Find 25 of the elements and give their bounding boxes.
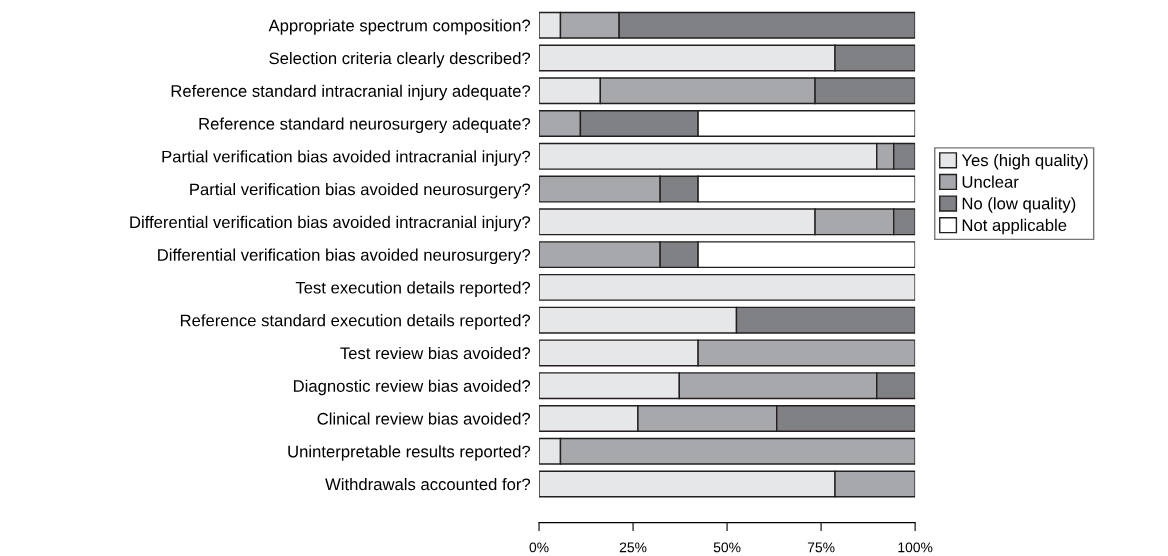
y-tick-label: Reference standard execution details reported? [180,314,531,330]
x-tick-label: 75% [807,542,835,553]
y-tick-label: Selection criteria clearly described? [269,51,531,68]
y-tick-label: Differential verification bias avoided intracranial injury? [130,215,531,232]
y-tick-label: Uninterpretable results reported? [288,445,531,461]
y-tick-label: Partial verification bias avoided neurosurgery? [190,183,531,199]
legend-label: Unclear [962,175,1019,188]
x-tick-label: 50% [713,542,741,553]
y-tick-label: Clinical review bias avoided? [317,412,531,425]
legend-label: Not applicable [962,218,1067,235]
y-tick-label: Diagnostic review bias avoided? [293,379,531,396]
y-tick-label: Withdrawals accounted for? [325,477,531,491]
legend-label: No (low quality) [962,197,1076,213]
y-tick-label: Test execution details reported? [295,281,531,297]
x-tick-label: 25% [619,542,647,553]
x-tick-label: 0% [529,542,549,553]
y-tick-label: Reference standard intracranial injury adequate? [171,84,531,101]
y-tick-label: Reference standard neurosurgery adequate? [199,117,531,134]
y-tick-label: Appropriate spectrum composition? [268,19,531,35]
legend-label: Yes (high quality) [961,153,1088,170]
bar [539,273,916,301]
y-tick-label: Differential verification bias avoided neurosurgery? [158,248,531,265]
x-tick-label: 100% [898,542,933,553]
y-tick-label: Partial verification bias avoided intracranial injury? [162,150,531,166]
y-tick-label: Test review bias avoided? [340,346,531,360]
